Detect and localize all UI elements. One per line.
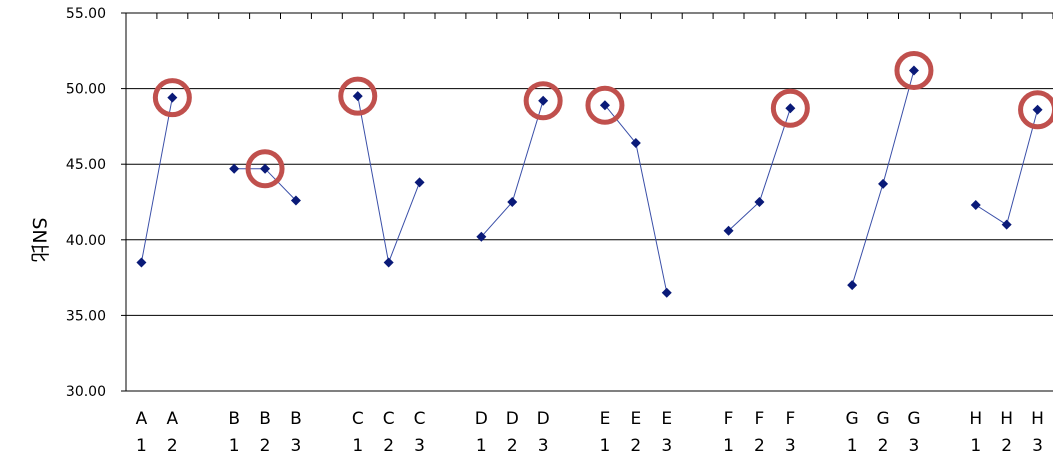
x-tick-label-factor: E	[600, 409, 611, 429]
x-tick-label-level: 2	[507, 436, 518, 456]
best-level-highlights	[152, 50, 1053, 189]
data-point-D2	[507, 197, 518, 207]
x-tick-label-factor: D	[537, 409, 550, 429]
x-tick-label-factor: F	[724, 409, 734, 429]
x-tick-label-factor: D	[475, 409, 488, 429]
data-point-H1	[970, 200, 981, 211]
y-tick-label: 40.00	[66, 233, 106, 249]
x-tick-label-level: 3	[909, 436, 920, 456]
x-tick-label-level: 3	[291, 436, 302, 456]
x-tick-label-level: 2	[167, 436, 178, 456]
data-point-C3	[414, 177, 425, 188]
highlight-circle-H	[1018, 90, 1053, 130]
series-line-C	[357, 96, 421, 265]
highlight-circle-C	[338, 76, 378, 116]
x-tick-label-factor: H	[1000, 409, 1013, 429]
x-tick-label-factor: D	[506, 409, 519, 429]
x-tick-label-level: 1	[723, 436, 734, 456]
x-tick-label-factor: C	[414, 409, 426, 429]
data-point-B1	[229, 163, 240, 174]
highlight-circle-G	[894, 50, 934, 90]
data-point-H3	[1032, 104, 1043, 115]
x-tick-label-factor: E	[630, 409, 641, 429]
x-axis: A1A2B1B2B3C1C2C3D1D2D3E1E2E3F1F2F3G1G2G3…	[125, 13, 1053, 456]
highlight-circle-B	[245, 149, 285, 189]
x-tick-label-level: 1	[352, 436, 363, 456]
x-tick-label-level: 1	[847, 436, 858, 456]
x-tick-label-level: 1	[970, 436, 981, 456]
data-point-C1	[352, 91, 363, 102]
data-point-A2	[167, 92, 178, 103]
y-tick-label: 45.00	[66, 157, 106, 173]
data-point-E3	[661, 287, 672, 298]
x-tick-label-level: 2	[630, 436, 641, 456]
x-tick-label-level: 1	[600, 436, 611, 456]
series-line-H	[975, 109, 1038, 226]
x-tick-label-level: 2	[260, 436, 271, 456]
x-tick-label-level: 1	[476, 436, 487, 456]
y-axis-title: SN比	[28, 217, 50, 262]
data-point-A1	[136, 257, 147, 268]
x-tick-label-factor: C	[352, 409, 364, 429]
data-point-F2	[754, 197, 765, 207]
x-tick-label-level: 3	[1032, 436, 1043, 456]
x-tick-label-level: 3	[661, 436, 672, 456]
factor-series	[136, 65, 1043, 298]
x-tick-label-level: 1	[229, 436, 240, 456]
data-point-G2	[878, 178, 889, 189]
x-tick-label-factor: B	[228, 409, 240, 429]
y-axis: 30.00 35.00 40.00 45.00 50.00 55.00	[66, 6, 127, 400]
data-point-G3	[908, 65, 919, 76]
x-tick-label-level: 3	[538, 436, 549, 456]
x-tick-label-level: 2	[1001, 436, 1012, 456]
data-point-E2	[630, 138, 641, 149]
data-point-C2	[383, 257, 394, 268]
x-tick-label-factor: G	[907, 409, 920, 429]
series-line-E	[604, 104, 668, 293]
x-tick-label-factor: H	[969, 409, 982, 429]
data-point-F3	[785, 103, 796, 114]
highlight-circle-F	[770, 88, 810, 128]
highlight-circle-A	[152, 78, 192, 118]
x-tick-label-factor: F	[785, 409, 795, 429]
x-tick-label-factor: C	[383, 409, 395, 429]
x-tick-label-factor: G	[846, 409, 859, 429]
data-point-E1	[599, 100, 610, 111]
x-tick-label-level: 2	[383, 436, 394, 456]
x-tick-label-level: 1	[136, 436, 147, 456]
data-point-G1	[847, 280, 858, 291]
data-point-B3	[290, 195, 301, 206]
x-tick-label-factor: E	[661, 409, 672, 429]
y-tick-label: 30.00	[66, 384, 106, 400]
x-tick-label-factor: B	[259, 409, 271, 429]
x-tick-label-factor: G	[876, 409, 889, 429]
y-tick-label: 35.00	[66, 308, 106, 324]
data-point-H2	[1001, 219, 1012, 230]
y-tick-label: 50.00	[66, 82, 106, 98]
data-point-F1	[723, 225, 734, 236]
x-tick-label-factor: H	[1031, 409, 1044, 429]
data-point-D3	[538, 95, 549, 106]
y-tick-label: 55.00	[66, 6, 106, 22]
series-line-F	[728, 108, 791, 232]
data-point-B2	[260, 163, 271, 174]
highlight-circle-E	[585, 85, 625, 125]
data-point-D1	[476, 231, 487, 242]
x-tick-label-factor: F	[755, 409, 765, 429]
series-line-G	[851, 70, 915, 286]
x-tick-label-factor: A	[167, 409, 179, 429]
x-tick-label-level: 2	[754, 436, 765, 456]
x-tick-label-factor: B	[290, 409, 302, 429]
series-line-D	[480, 100, 544, 238]
x-tick-label-level: 3	[785, 436, 796, 456]
x-tick-label-level: 2	[878, 436, 889, 456]
series-line-A	[140, 97, 173, 263]
highlight-circle-D	[523, 81, 563, 121]
x-tick-label-factor: A	[136, 409, 148, 429]
x-tick-label-level: 3	[414, 436, 425, 456]
